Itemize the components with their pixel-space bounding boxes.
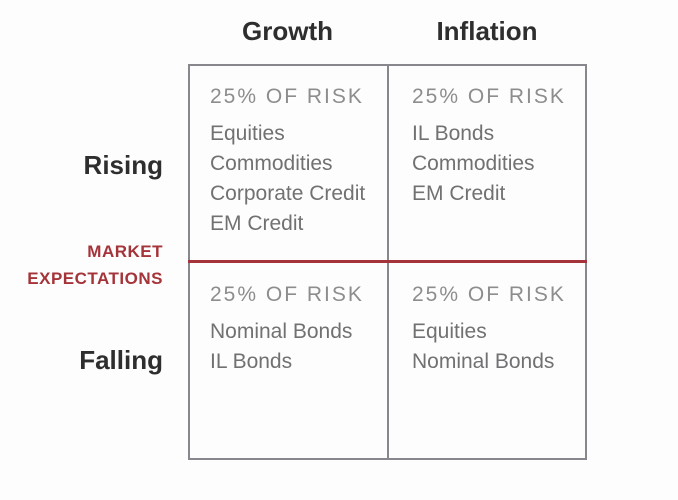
column-header-inflation: Inflation (436, 16, 538, 46)
asset-item: EM Credit (412, 182, 506, 205)
quadrant-rising-inflation: 25% OF RISK IL Bonds Commodities EM Cred… (412, 84, 590, 209)
quadrant-falling-growth: 25% OF RISK Nominal Bonds IL Bonds (210, 282, 388, 377)
row-label-falling: Falling (79, 345, 163, 375)
asset-item: Commodities (412, 152, 535, 175)
matrix-grid: 25% OF RISK Equities Commodities Corpora… (188, 64, 587, 460)
risk-share-label: 25% OF RISK (412, 283, 566, 306)
axis-label-market-expectations: MARKET EXPECTATIONS (0, 238, 163, 292)
asset-item: Nominal Bonds (412, 350, 555, 373)
column-header-growth: Growth (242, 16, 333, 46)
asset-item: IL Bonds (412, 122, 495, 145)
risk-share-label: 25% OF RISK (210, 283, 364, 306)
asset-item: Corporate Credit (210, 182, 366, 205)
asset-item: Commodities (210, 152, 333, 175)
row-label-rising: Rising (83, 150, 163, 180)
asset-item: Nominal Bonds (210, 320, 353, 343)
asset-item: IL Bonds (210, 350, 293, 373)
quadrant-falling-inflation: 25% OF RISK Equities Nominal Bonds (412, 282, 590, 377)
quadrant-rising-growth: 25% OF RISK Equities Commodities Corpora… (210, 84, 388, 239)
asset-item: Equities (210, 122, 285, 145)
risk-share-label: 25% OF RISK (210, 85, 364, 108)
axis-label-line-1: MARKET (87, 242, 163, 261)
market-expectations-divider-line (188, 260, 587, 263)
risk-share-label: 25% OF RISK (412, 85, 566, 108)
axis-label-line-2: EXPECTATIONS (27, 269, 163, 288)
asset-item: EM Credit (210, 212, 304, 235)
asset-item: Equities (412, 320, 487, 343)
